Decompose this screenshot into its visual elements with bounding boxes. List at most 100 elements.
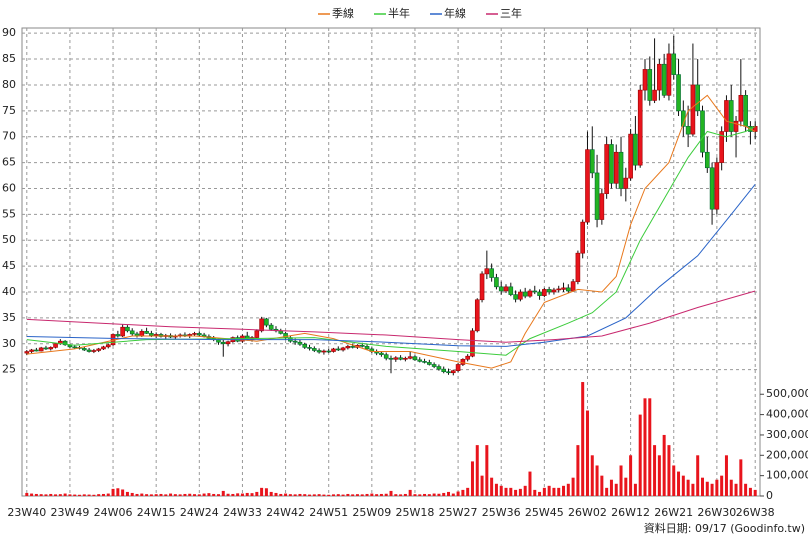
candle-body — [503, 286, 509, 292]
x-tick-label: 24W06 — [94, 506, 133, 519]
volume-bar — [686, 479, 690, 496]
candle-body — [359, 345, 365, 347]
candle-body — [422, 361, 427, 363]
candle-body — [403, 357, 408, 360]
volume-bar — [418, 494, 422, 496]
volume-bar — [523, 485, 527, 496]
volume-bar — [533, 489, 537, 496]
volume-bar — [557, 487, 561, 496]
volume-bar — [68, 494, 72, 496]
volume-bar — [499, 485, 503, 496]
candle-body — [470, 330, 475, 357]
volume-bar — [293, 494, 297, 496]
volume-bar — [600, 475, 604, 496]
volume-bar — [528, 471, 532, 496]
volume-bar — [58, 494, 62, 496]
candle-body — [618, 151, 624, 189]
candle-body — [158, 334, 164, 337]
volume-bar — [327, 494, 331, 496]
candle-body — [743, 94, 748, 127]
volume-bar — [346, 493, 350, 496]
candle-body — [498, 286, 504, 292]
candle-body — [690, 84, 696, 135]
legend-label: 三年 — [500, 6, 522, 20]
volume-bar — [73, 494, 77, 496]
volume-bar — [605, 487, 609, 496]
volume-bar — [585, 410, 589, 496]
volume-bar — [403, 493, 407, 496]
x-tick-label: 25W36 — [482, 506, 521, 519]
volume-bar — [269, 491, 273, 496]
candle-body — [62, 340, 68, 346]
volume-bar — [236, 493, 240, 496]
volume-bar — [154, 494, 158, 496]
candle-body — [508, 286, 514, 295]
volume-bar — [734, 483, 738, 496]
candle-body — [728, 100, 734, 132]
volume-bar — [648, 398, 652, 496]
volume-bar — [250, 493, 254, 496]
candle-body — [719, 131, 724, 163]
volume-bar — [197, 494, 201, 496]
volume-bar — [87, 494, 91, 496]
candle-body — [465, 355, 470, 360]
candle-body — [144, 331, 149, 334]
volume-bar — [169, 493, 173, 496]
candle-body — [441, 368, 447, 373]
plot-frame — [21, 27, 761, 497]
volume-bar — [571, 477, 575, 496]
candle-body — [561, 287, 566, 290]
volume-bar — [753, 489, 757, 496]
volume-bar — [39, 494, 43, 496]
candle-body — [125, 326, 130, 332]
volume-bar — [456, 491, 460, 496]
candle-body — [345, 346, 351, 349]
volume-bar — [657, 455, 661, 496]
volume-bar — [216, 494, 220, 496]
volume-bar — [633, 483, 637, 496]
volume-bar — [710, 483, 714, 496]
volume-bar — [44, 494, 48, 496]
candle-body — [594, 172, 600, 220]
candle-body — [666, 53, 672, 96]
volume-bar — [303, 494, 307, 496]
y-tick-label: 80 — [2, 78, 16, 91]
candle-body — [522, 291, 528, 297]
volume-bar — [739, 459, 743, 496]
candle-body — [685, 126, 691, 135]
candle-body — [661, 63, 667, 96]
candle-body — [657, 63, 662, 91]
volume-bar — [379, 493, 383, 496]
volume-bar — [705, 481, 709, 496]
candle-body — [709, 167, 715, 210]
candle-body — [129, 330, 135, 335]
candle-body — [398, 357, 403, 360]
volume-bar — [149, 494, 153, 496]
volume-bar — [667, 445, 671, 496]
volume-bar — [475, 445, 479, 496]
volume-bar — [221, 490, 225, 496]
volume-bar — [576, 445, 580, 496]
candle-body — [48, 347, 54, 350]
candle-body — [96, 348, 101, 351]
volume-bar — [566, 483, 570, 496]
candle-body — [316, 350, 322, 353]
volume-bar — [375, 494, 379, 496]
candle-body — [297, 341, 303, 345]
volume-bar — [399, 494, 403, 496]
candle-body — [489, 268, 494, 278]
volume-bar — [485, 445, 489, 496]
candle-body — [393, 357, 399, 360]
candle-body — [379, 352, 384, 355]
y-tick-label: 85 — [2, 52, 16, 65]
volume-bar — [231, 493, 235, 496]
y-tick-label: 30 — [2, 337, 16, 350]
volume-bar — [542, 487, 546, 496]
x-tick-label: 26W02 — [568, 506, 607, 519]
candle-body — [335, 348, 341, 351]
volume-bar — [308, 494, 312, 496]
candle-body — [460, 358, 466, 365]
volume-bar — [193, 494, 197, 496]
x-tick-label: 26W38 — [736, 506, 775, 519]
volume-bar — [609, 479, 613, 496]
